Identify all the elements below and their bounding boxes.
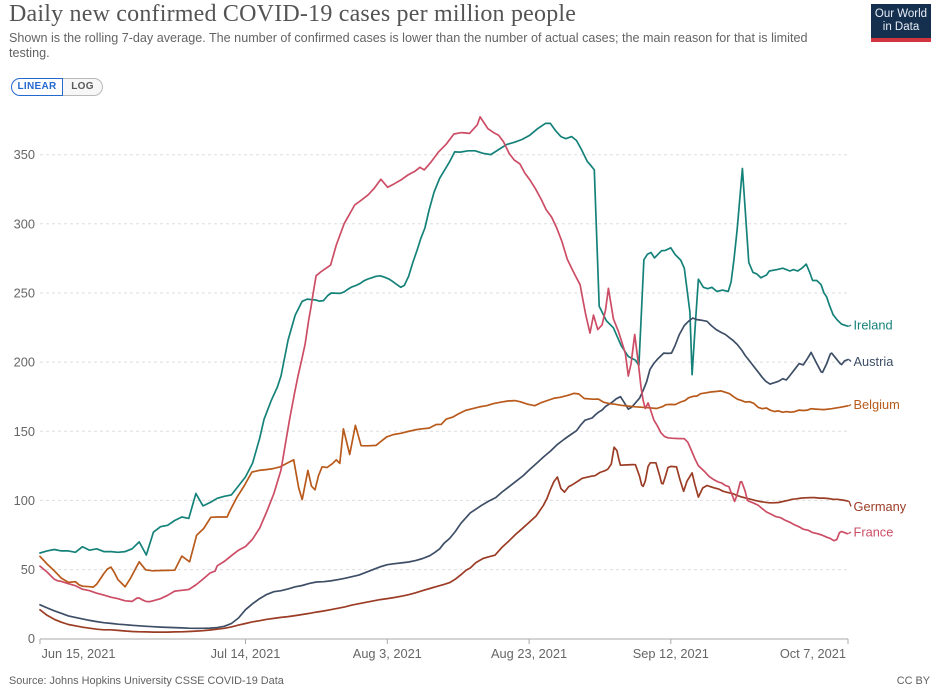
- svg-text:300: 300: [14, 216, 35, 231]
- svg-text:Sep 12, 2021: Sep 12, 2021: [633, 646, 709, 661]
- svg-text:France: France: [854, 525, 894, 540]
- svg-text:Austria: Austria: [854, 354, 895, 369]
- svg-text:Jun 15, 2021: Jun 15, 2021: [42, 646, 116, 661]
- svg-text:350: 350: [14, 147, 35, 162]
- svg-text:Jul 14, 2021: Jul 14, 2021: [211, 646, 281, 661]
- svg-text:Germany: Germany: [854, 499, 907, 514]
- svg-text:Aug 3, 2021: Aug 3, 2021: [353, 646, 422, 661]
- svg-text:150: 150: [14, 424, 35, 439]
- svg-text:Oct 7, 2021: Oct 7, 2021: [780, 646, 846, 661]
- svg-text:250: 250: [14, 286, 35, 301]
- svg-text:0: 0: [28, 631, 35, 646]
- svg-text:Belgium: Belgium: [854, 397, 900, 412]
- svg-text:Ireland: Ireland: [854, 318, 893, 333]
- svg-text:100: 100: [14, 493, 35, 508]
- svg-text:50: 50: [21, 562, 35, 577]
- svg-text:Aug 23, 2021: Aug 23, 2021: [491, 646, 567, 661]
- svg-text:200: 200: [14, 355, 35, 370]
